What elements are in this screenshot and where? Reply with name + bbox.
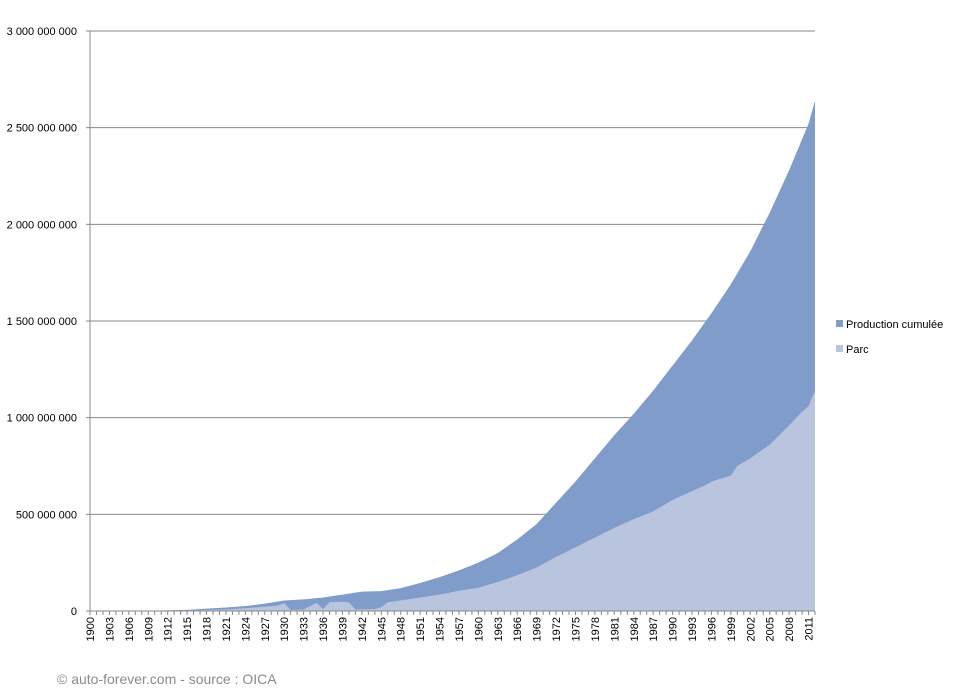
y-tick-label: 2 000 000 000 (7, 219, 77, 231)
x-tick-label: 1948 (396, 617, 408, 641)
x-tick-label: 1966 (512, 617, 524, 641)
y-tick-label: 1 500 000 000 (7, 316, 77, 328)
footer-credit: © auto-forever.com - source : OICA (57, 671, 277, 687)
x-tick-label: 1906 (124, 617, 136, 641)
x-tick-label: 1990 (668, 617, 680, 641)
legend-label: Production cumulée (846, 319, 943, 331)
x-tick-label: 1939 (337, 617, 349, 641)
x-tick-label: 1993 (687, 617, 699, 641)
area-chart: 0 500 000 000 1 000 000 000 1 500 000 000 2 … (7, 26, 944, 641)
x-tick-label: 1996 (706, 617, 718, 641)
legend-swatch (836, 345, 843, 352)
axes (86, 30, 816, 615)
x-tick-label: 1942 (357, 617, 369, 641)
x-tick-label: 2011 (804, 617, 816, 641)
y-axis-tick-labels: 0 500 000 000 1 000 000 000 1 500 000 000 2 … (7, 26, 77, 618)
plot-areas (90, 100, 815, 611)
x-tick-label: 1930 (279, 617, 291, 641)
x-tick-label: 2005 (765, 617, 777, 641)
legend-swatch (836, 320, 843, 327)
legend-label: Parc (846, 344, 869, 356)
y-tick-label: 0 (71, 606, 77, 618)
x-tick-label: 1969 (532, 617, 544, 641)
x-tick-label: 1918 (202, 617, 214, 641)
x-tick-label: 1936 (318, 617, 330, 641)
x-tick-label: 1900 (85, 617, 97, 641)
legend: Production cumulée Parc (836, 319, 943, 356)
y-tick-label: 3 000 000 000 (7, 26, 77, 38)
x-tick-label: 1960 (473, 617, 485, 641)
x-tick-label: 1984 (629, 617, 641, 641)
x-tick-label: 1945 (376, 617, 388, 641)
x-tick-label: 1912 (163, 617, 175, 641)
x-tick-label: 2008 (784, 617, 796, 641)
x-tick-label: 1957 (454, 617, 466, 641)
x-tick-label: 2002 (745, 617, 757, 641)
area-series-parc (90, 390, 815, 611)
y-tick-label: 2 500 000 000 (7, 123, 77, 135)
x-tick-label: 1933 (299, 617, 311, 641)
x-tick-label: 1972 (551, 617, 563, 641)
x-tick-label: 1975 (570, 617, 582, 641)
x-tick-label: 1963 (493, 617, 505, 641)
x-tick-label: 1924 (240, 617, 252, 641)
x-tick-label: 1954 (435, 617, 447, 641)
x-axis-tick-labels: 1900 1903 1906 1909 1912 1915 1918 1921 1924 1927… (85, 617, 816, 641)
x-tick-label: 1927 (260, 617, 272, 641)
x-tick-label: 1978 (590, 617, 602, 641)
x-tick-label: 1921 (221, 617, 233, 641)
x-tick-label: 1999 (726, 617, 738, 641)
y-tick-label: 1 000 000 000 (7, 413, 77, 425)
area-series-production-cumulée (90, 100, 815, 611)
x-tick-label: 1903 (104, 617, 116, 641)
x-tick-label: 1915 (182, 617, 194, 641)
x-tick-label: 1987 (648, 617, 660, 641)
x-tick-label: 1981 (609, 617, 621, 641)
x-tick-label: 1951 (415, 617, 427, 641)
x-tick-label: 1909 (143, 617, 155, 641)
y-tick-label: 500 000 000 (16, 509, 77, 521)
